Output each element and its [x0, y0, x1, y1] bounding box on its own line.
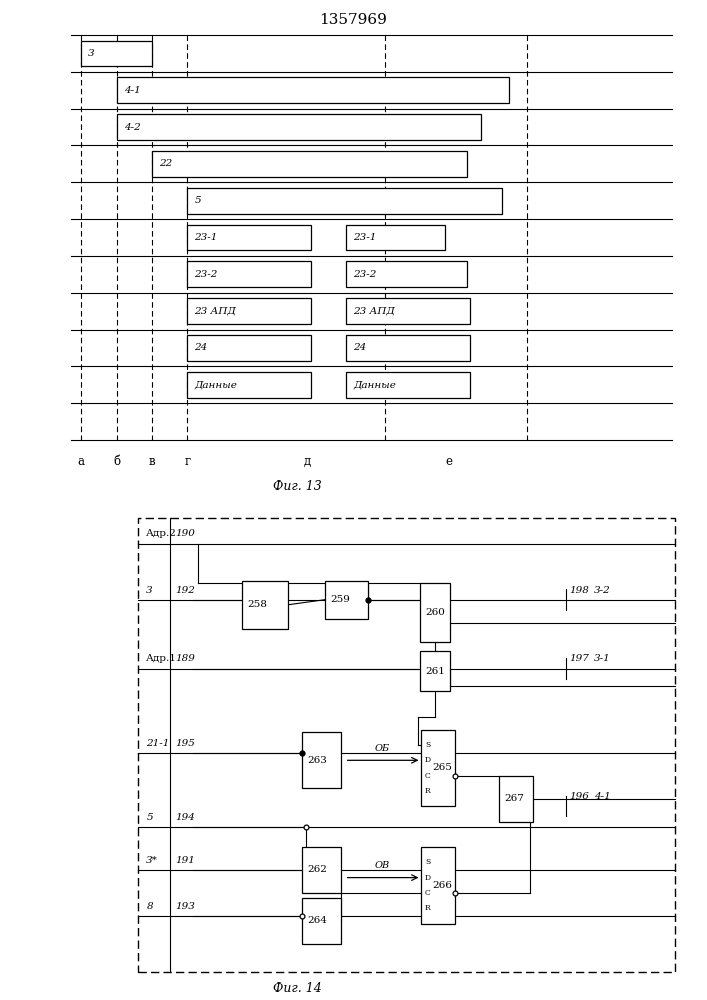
Text: 3: 3	[88, 49, 95, 58]
Text: 192: 192	[175, 586, 195, 595]
Text: 23-2: 23-2	[194, 270, 218, 279]
Bar	[346, 372, 470, 398]
Text: 198: 198	[569, 586, 589, 595]
Text: в: в	[148, 455, 156, 468]
Bar	[346, 335, 470, 361]
Bar	[420, 583, 450, 642]
Text: 23 АПД: 23 АПД	[194, 307, 236, 316]
Text: 23-1: 23-1	[354, 233, 377, 242]
Bar	[346, 261, 467, 287]
Bar	[325, 581, 368, 619]
Text: 267: 267	[504, 794, 524, 803]
Text: 193: 193	[175, 902, 195, 911]
Text: 4-2: 4-2	[124, 123, 141, 132]
Text: 262: 262	[308, 865, 327, 874]
Text: г: г	[185, 455, 190, 468]
Text: 261: 261	[425, 667, 445, 676]
Text: 259: 259	[330, 595, 350, 604]
Text: 265: 265	[433, 763, 452, 772]
Text: Адр.2: Адр.2	[146, 529, 177, 538]
Text: е: е	[445, 455, 452, 468]
Bar	[187, 225, 311, 250]
Text: 266: 266	[433, 881, 452, 890]
Bar	[187, 335, 311, 361]
Bar	[117, 114, 481, 140]
Bar	[421, 847, 455, 924]
Bar	[499, 776, 533, 822]
Text: б: б	[113, 455, 120, 468]
Text: 8: 8	[146, 902, 153, 911]
Text: C: C	[425, 772, 431, 780]
Text: д: д	[304, 455, 311, 468]
Text: Данные: Данные	[354, 380, 397, 389]
Text: 3-1: 3-1	[594, 654, 611, 663]
Text: ОБ: ОБ	[374, 744, 390, 753]
Bar	[187, 188, 502, 214]
Bar	[420, 651, 450, 691]
Bar	[421, 730, 455, 806]
Bar	[187, 261, 311, 287]
Text: 23-1: 23-1	[194, 233, 218, 242]
Bar	[303, 732, 341, 788]
Text: 190: 190	[175, 529, 195, 538]
Text: R: R	[425, 787, 431, 795]
Text: 4-1: 4-1	[124, 86, 141, 95]
Bar	[346, 298, 470, 324]
Text: 5: 5	[146, 812, 153, 822]
Text: 263: 263	[308, 756, 327, 765]
Bar	[117, 77, 509, 103]
Text: 22: 22	[159, 159, 173, 168]
Text: D: D	[425, 756, 431, 764]
Bar	[346, 225, 445, 250]
Text: 3*: 3*	[146, 856, 158, 865]
Text: 23-2: 23-2	[354, 270, 377, 279]
Text: 5: 5	[194, 196, 201, 205]
Text: 24: 24	[354, 343, 367, 352]
Bar	[242, 581, 288, 629]
Text: 24: 24	[194, 343, 208, 352]
Text: 4-1: 4-1	[594, 792, 611, 801]
Text: Фиг. 14: Фиг. 14	[273, 982, 321, 995]
Text: D: D	[425, 874, 431, 882]
Text: 21-1: 21-1	[146, 739, 170, 748]
Bar	[187, 372, 311, 398]
Text: 1357969: 1357969	[320, 12, 387, 26]
Text: 260: 260	[425, 608, 445, 617]
Text: S: S	[425, 858, 430, 866]
Text: Фиг. 13: Фиг. 13	[273, 480, 321, 492]
Text: 191: 191	[175, 856, 195, 865]
Bar	[81, 41, 152, 66]
Text: 3: 3	[146, 586, 153, 595]
Bar	[303, 898, 341, 944]
Text: R: R	[425, 904, 431, 912]
Text: S: S	[425, 741, 430, 749]
Text: Адр.1: Адр.1	[146, 654, 177, 663]
Text: 3-2: 3-2	[594, 586, 611, 595]
Bar	[303, 847, 341, 893]
Text: ОВ: ОВ	[374, 861, 390, 870]
Text: 189: 189	[175, 654, 195, 663]
Bar	[138, 518, 675, 972]
Bar	[187, 298, 311, 324]
Text: 258: 258	[247, 600, 267, 609]
Text: 195: 195	[175, 739, 195, 748]
Text: 194: 194	[175, 812, 195, 822]
Text: C: C	[425, 889, 431, 897]
Text: Данные: Данные	[194, 380, 238, 389]
Text: а: а	[78, 455, 85, 468]
Text: 23 АПД: 23 АПД	[354, 307, 395, 316]
Text: 197: 197	[569, 654, 589, 663]
Text: 196: 196	[569, 792, 589, 801]
Text: 264: 264	[308, 916, 327, 925]
Bar	[152, 151, 467, 177]
